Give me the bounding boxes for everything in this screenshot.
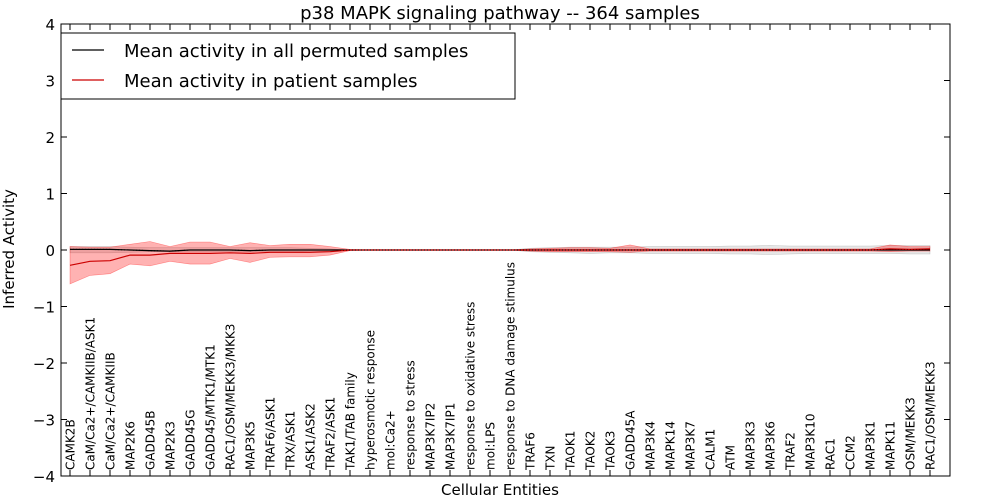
x-tick-label: MAP3K3	[744, 421, 758, 470]
x-tick-label: TAOK3	[604, 431, 618, 471]
x-tick-label: TRAF6	[524, 432, 538, 471]
x-tick-label: OSM/MEKK3	[904, 397, 918, 470]
y-tick-label: 3	[45, 73, 55, 91]
series-line-patient	[69, 248, 931, 266]
x-tick-label: ASK1/ASK2	[304, 403, 318, 470]
x-tick-label: TXN	[544, 445, 558, 471]
x-tick-label: RAC1/OSM/MEKK3/MKK3	[224, 324, 238, 470]
y-tick-label: 1	[45, 186, 55, 204]
x-tick-label: CaM/Ca2+/CAMKIIB	[104, 352, 118, 470]
x-tick-label: TRAF6/ASK1	[264, 397, 278, 471]
x-tick-label: MAP3K7IP1	[444, 403, 458, 470]
y-tick-label: 2	[45, 129, 55, 147]
x-tick-label: CAMK2B	[64, 419, 78, 470]
x-tick-label: ATM	[724, 445, 738, 470]
x-tick-label: TAOK1	[564, 431, 578, 471]
x-tick-label: TRX/ASK1	[284, 411, 298, 471]
confidence-bands	[69, 241, 931, 285]
plot-frame	[60, 23, 951, 477]
y-tick-label: 0	[45, 242, 55, 260]
x-tick-label: CaM/Ca2+/CAMKIIB/ASK1	[84, 317, 98, 470]
x-tick-label: response to oxidative stress	[464, 302, 478, 470]
x-tick-label: GADD45/MTK1/MTK1	[204, 344, 218, 470]
x-tick-label: MAP3K1	[864, 421, 878, 470]
legend-label-patient: Mean activity in patient samples	[124, 71, 418, 92]
x-tick-label: GADD45G	[184, 409, 198, 470]
x-tick-label: MAP3K5	[244, 421, 258, 470]
x-tick-label: MAP3K7	[684, 421, 698, 470]
y-tick-label: −1	[33, 299, 55, 317]
x-tick-label: MAP2K6	[124, 421, 138, 470]
x-tick-label: response to DNA damage stimulus	[504, 262, 518, 470]
x-tick-label: CALM1	[704, 429, 718, 470]
legend-label-permuted: Mean activity in all permuted samples	[124, 41, 468, 62]
x-tick-label: MAP3K6	[764, 421, 778, 470]
x-tick-label: RAC1/OSM/MEKK3	[924, 361, 938, 470]
legend: Mean activity in all permuted samples Me…	[60, 32, 516, 100]
x-tick-label: TAK1/TAB family	[344, 372, 358, 471]
y-tick-label: −4	[33, 468, 55, 486]
x-tick-label: GADD45B	[144, 411, 158, 471]
x-tick-label: TRAF2	[784, 432, 798, 471]
x-tick-label: MAPK14	[664, 421, 678, 470]
x-tick-label: MAP3K10	[804, 413, 818, 470]
y-tick-label: 4	[45, 16, 55, 34]
x-tick-label: MAP3K4	[644, 421, 658, 470]
x-tick-label: CCM2	[844, 435, 858, 470]
x-tick-label: TRAF2/ASK1	[324, 397, 338, 471]
x-axis-label: Cellular Entities	[441, 481, 559, 499]
series-lines	[69, 248, 931, 266]
x-tick-label: MAP3K7IP2	[424, 403, 438, 470]
x-tick-label: MAPK11	[884, 421, 898, 470]
legend-box	[60, 32, 516, 100]
chart-title: p38 MAPK signaling pathway -- 364 sample…	[300, 3, 700, 24]
x-tick-label: mol:LPS	[484, 422, 498, 470]
x-tick-label: mol:Ca2+	[384, 410, 398, 470]
x-tick-labels: CAMK2B CaM/Ca2+/CAMKIIB/ASK1 CaM/Ca2+/CAMK…	[64, 262, 938, 471]
x-tick-label: RAC1	[824, 438, 838, 470]
x-tick-label: response to stress	[404, 360, 418, 470]
x-tick-label: TAOK2	[584, 431, 598, 471]
x-tick-label: hyperosmotic response	[364, 330, 378, 470]
y-tick-label: −2	[33, 355, 55, 373]
x-tick-label: MAP2K3	[164, 421, 178, 470]
y-axis-label: Inferred Activity	[0, 189, 18, 309]
x-tick-label: GADD45A	[624, 410, 638, 470]
y-tick-label: −3	[33, 412, 55, 430]
